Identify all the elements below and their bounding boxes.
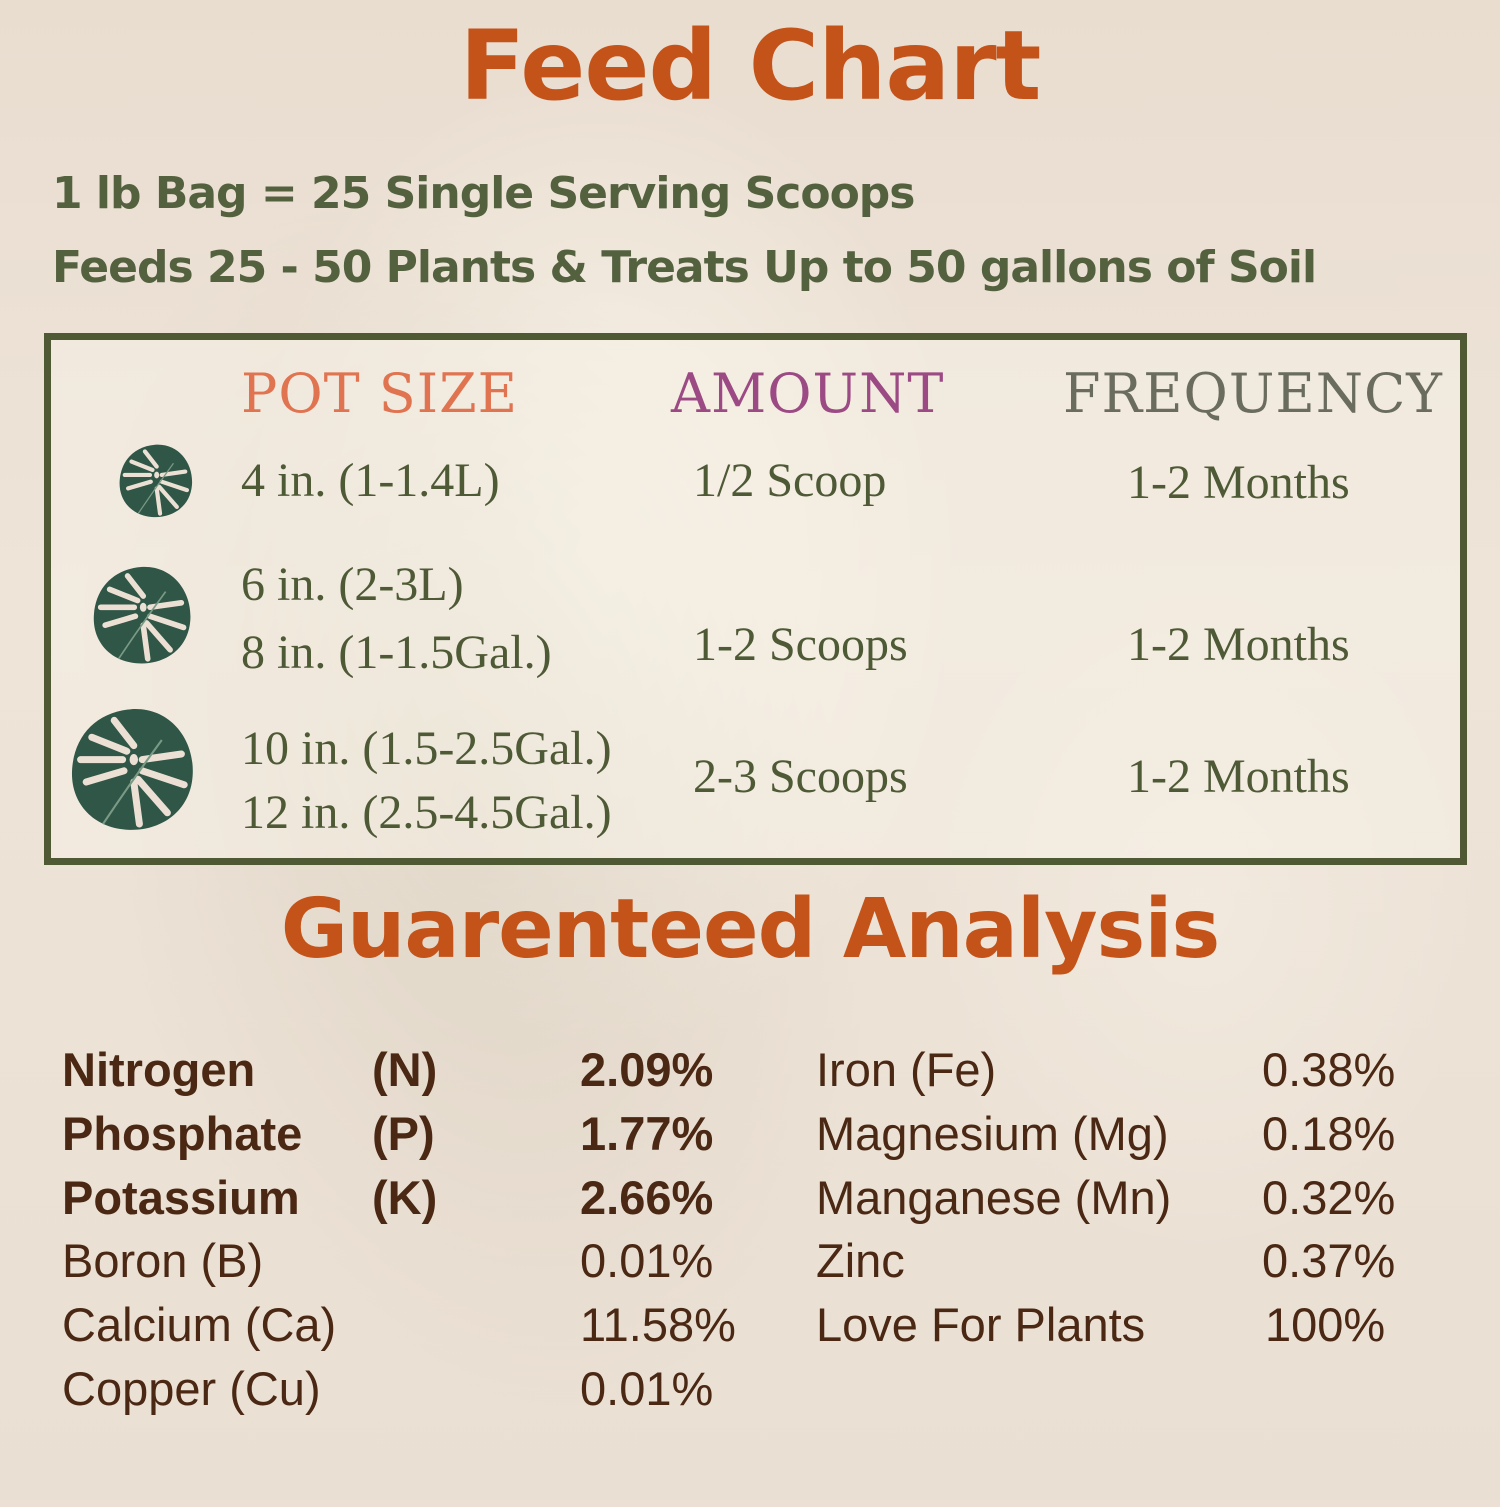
nutrient-symbol: (P) (372, 1107, 435, 1160)
nutrient-name: Iron (Fe) (816, 1043, 997, 1096)
feed-table: POT SIZE AMOUNT FREQUENCY 4 in. (1-1.4L)… (44, 333, 1467, 865)
pot-size-cell: 12 in. (2.5-4.5Gal.) (241, 786, 612, 839)
nutrient-symbol: (K) (372, 1171, 438, 1224)
frequency-cell: 1-2 Months (1127, 456, 1350, 509)
nutrient-name: Manganese (Mn) (816, 1171, 1172, 1224)
pot-size-cell: 10 in. (1.5-2.5Gal.) (241, 722, 612, 775)
analysis-title: Guarenteed Analysis (280, 882, 1221, 977)
nutrient-name: Copper (Cu) (62, 1362, 321, 1415)
column-header-pot-size: POT SIZE (241, 362, 519, 425)
nutrient-value: 0.01% (580, 1234, 714, 1287)
page-title: Feed Chart (459, 10, 1042, 122)
pot-size-cell: 6 in. (2-3L) (241, 558, 464, 611)
monstera-leaf-small-icon (113, 438, 197, 522)
nutrient-name: Zinc (816, 1234, 905, 1287)
nutrient-value: 11.58% (580, 1298, 736, 1351)
nutrient-value: 100% (1265, 1298, 1386, 1351)
frequency-cell: 1-2 Months (1127, 750, 1350, 803)
pot-size-cell: 8 in. (1-1.5Gal.) (241, 626, 552, 679)
nutrient-value: 0.37% (1262, 1234, 1396, 1287)
nutrient-name: Phosphate (62, 1107, 303, 1160)
nutrient-name: Boron (B) (62, 1234, 264, 1287)
nutrient-name: Calcium (Ca) (62, 1298, 337, 1351)
nutrient-value: 0.32% (1262, 1171, 1396, 1224)
nutrient-name: Nitrogen (62, 1043, 256, 1096)
nutrient-name: Love For Plants (816, 1298, 1146, 1351)
nutrient-symbol: (N) (372, 1043, 438, 1096)
monstera-leaf-medium-icon (85, 558, 197, 670)
nutrient-value: 1.77% (580, 1107, 714, 1160)
nutrient-name: Magnesium (Mg) (816, 1107, 1169, 1160)
nutrient-value: 2.09% (580, 1043, 714, 1096)
pot-size-cell: 4 in. (1-1.4L) (241, 454, 500, 507)
amount-cell: 1-2 Scoops (693, 618, 908, 671)
nutrient-value: 0.18% (1262, 1107, 1396, 1160)
coverage-info-line: Feeds 25 - 50 Plants & Treats Up to 50 g… (52, 242, 1317, 293)
amount-cell: 2-3 Scoops (693, 750, 908, 803)
nutrient-name: Potassium (62, 1171, 300, 1224)
monstera-leaf-large-icon (61, 698, 201, 838)
bag-info-line: 1 lb Bag = 25 Single Serving Scoops (52, 168, 915, 219)
frequency-cell: 1-2 Months (1127, 618, 1350, 671)
amount-cell: 1/2 Scoop (693, 454, 887, 507)
nutrient-value: 0.01% (580, 1362, 714, 1415)
nutrient-value: 0.38% (1262, 1043, 1396, 1096)
column-header-amount: AMOUNT (671, 362, 945, 425)
nutrient-value: 2.66% (580, 1171, 714, 1224)
column-header-frequency: FREQUENCY (1063, 362, 1443, 425)
